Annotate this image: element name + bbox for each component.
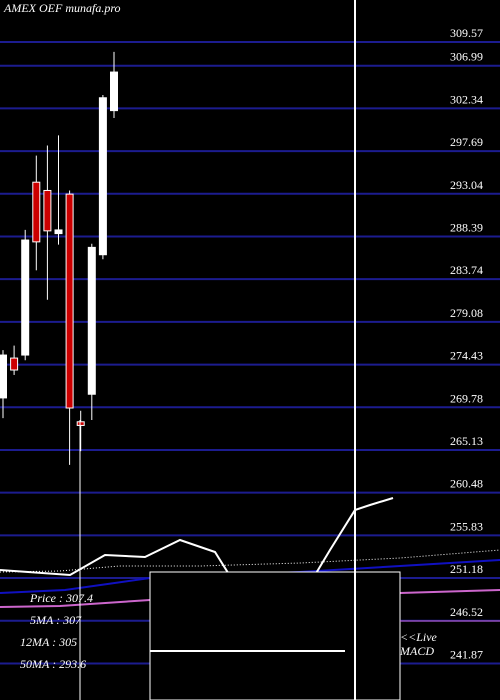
y-tick-label: 274.43 xyxy=(450,349,483,363)
candle-body xyxy=(10,357,19,371)
grid xyxy=(0,41,500,665)
y-tick-label: 309.57 xyxy=(450,26,483,40)
y-tick-label: 255.83 xyxy=(450,519,483,533)
legend-price: Price : 307.4 xyxy=(29,591,93,605)
candle-body xyxy=(65,193,74,409)
y-tick-label: 246.52 xyxy=(450,605,483,619)
y-tick-label: 260.48 xyxy=(450,477,483,491)
candle-body xyxy=(87,246,96,395)
macd-box xyxy=(149,571,401,700)
y-tick-label: 297.69 xyxy=(450,135,483,149)
candle-body xyxy=(54,229,63,235)
candle-body xyxy=(43,189,52,232)
y-tick-label: 306.99 xyxy=(450,50,483,64)
candles xyxy=(0,51,118,465)
candle-body xyxy=(32,181,41,243)
y-tick-label: 293.04 xyxy=(450,178,483,192)
legend-50ma: 50MA : 293.6 xyxy=(20,657,86,671)
y-tick-label: 269.78 xyxy=(450,391,483,405)
candle-body xyxy=(21,239,30,356)
candle-body xyxy=(76,421,85,426)
y-tick-label: 302.34 xyxy=(450,92,483,106)
y-tick-label: 288.39 xyxy=(450,220,483,234)
ma-dotted xyxy=(0,549,500,573)
legend-12ma: 12MA : 305 xyxy=(20,635,77,649)
y-tick-label: 241.87 xyxy=(450,647,483,661)
candle-body xyxy=(98,97,107,256)
y-tick-label: 251.18 xyxy=(450,562,483,576)
y-tick-label: 265.13 xyxy=(450,434,483,448)
macd-label: <<Live MACD xyxy=(400,630,437,658)
macd-label-box: <<Live MACD xyxy=(400,630,437,658)
candle-body xyxy=(0,354,7,399)
chart-title: AMEX OEF munafa.pro xyxy=(3,1,121,15)
y-tick-label: 283.74 xyxy=(450,263,483,277)
y-tick-label: 279.08 xyxy=(450,306,483,320)
legend-5ma: 5MA : 307 xyxy=(30,613,82,627)
candle-body xyxy=(110,71,118,112)
